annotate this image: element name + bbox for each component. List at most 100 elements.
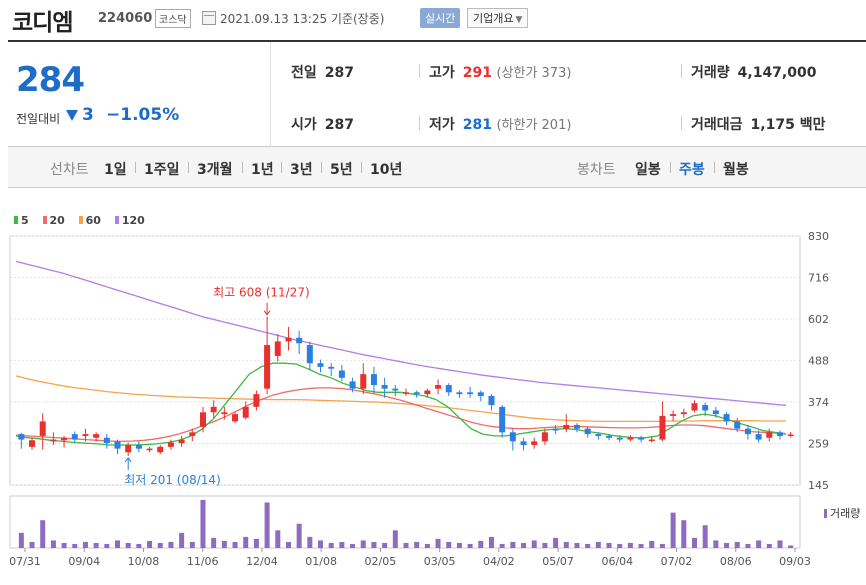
divider <box>8 40 866 42</box>
ma-line-ma120 <box>15 260 787 407</box>
stat-prev-close: 전일 287 <box>291 62 354 82</box>
volume-label: 거래량 <box>691 65 730 81</box>
tab-3year[interactable]: 3년 <box>290 162 313 178</box>
candle-body <box>606 435 613 438</box>
tab-weekly[interactable]: 주봉 <box>679 162 705 178</box>
candle-body <box>456 392 463 395</box>
candle-body <box>338 370 345 378</box>
tab-3month[interactable]: 3개월 <box>197 162 233 178</box>
volume-bar <box>72 543 78 548</box>
stat-volume: 거래량 4,147,000 <box>691 62 816 82</box>
divider <box>419 64 420 78</box>
legend-ma120: 120 <box>114 214 145 227</box>
candle-body <box>253 394 260 407</box>
min-annotation: 최저 201 (08/14) <box>124 473 221 487</box>
volume-bar <box>414 541 420 548</box>
candle-body <box>520 441 527 446</box>
ma-line-ma20 <box>15 387 787 443</box>
volume-bar <box>82 541 88 548</box>
legend-swatch <box>114 216 119 224</box>
ma-line-ma60 <box>15 375 786 423</box>
volume-bar <box>627 542 633 548</box>
stats-panel: 전일 287 고가 291 (상한가 373) 거래량 4,147,000 시가 287… <box>271 42 866 146</box>
candle-body <box>189 432 196 436</box>
tab-daily[interactable]: 일봉 <box>635 162 661 178</box>
x-tick-label: 09/03 <box>779 555 811 568</box>
candle-body <box>178 439 185 444</box>
candle-body <box>125 445 132 453</box>
candle-body <box>509 432 516 442</box>
candle-body <box>157 446 164 453</box>
stat-open: 시가 287 <box>291 114 354 134</box>
candle-body <box>766 432 773 438</box>
candle-chart-label: 봉차트 <box>577 162 616 178</box>
candle-body <box>477 392 484 396</box>
volume-bar <box>488 536 494 548</box>
candle-body <box>552 428 559 431</box>
candle-body <box>29 440 36 447</box>
candle-body <box>584 428 591 435</box>
header: 코디엠 224060 코스닥 2021.09.13 13:25 기준(장중) 실… <box>0 0 866 38</box>
tab-1day[interactable]: 1일 <box>104 162 127 178</box>
volume-bar <box>403 542 409 548</box>
volume-bar <box>670 512 676 548</box>
tab-monthly[interactable]: 월봉 <box>723 162 749 178</box>
stock-code: 224060 <box>98 11 153 26</box>
candle-body <box>103 437 110 444</box>
tab-10year[interactable]: 10년 <box>370 162 403 178</box>
divider <box>281 162 282 173</box>
candle-body <box>306 345 313 364</box>
volume-bar <box>157 542 163 548</box>
volume-bar <box>777 540 783 548</box>
candle-body <box>680 412 687 415</box>
candle-body <box>435 385 442 389</box>
volume-bar <box>168 541 174 548</box>
volume-bar <box>659 543 665 548</box>
volume-swatch <box>824 509 827 518</box>
candle-body <box>659 415 666 440</box>
tab-1week[interactable]: 1주일 <box>144 162 180 178</box>
diff-percent: −1.05% <box>106 105 180 125</box>
volume-value: 4,147,000 <box>737 65 817 81</box>
candle-body <box>71 434 78 440</box>
volume-bar <box>435 538 441 548</box>
candle-body <box>114 441 121 449</box>
market-badge: 코스닥 <box>155 9 191 28</box>
candle-body <box>274 341 281 356</box>
volume-bar <box>553 537 559 548</box>
tab-1year[interactable]: 1년 <box>251 162 274 178</box>
realtime-button[interactable]: 실시간 <box>420 8 461 28</box>
tab-5year[interactable]: 5년 <box>330 162 353 178</box>
volume-bar <box>424 543 430 548</box>
prev-close-value: 287 <box>324 65 354 81</box>
y-tick-label: 145 <box>808 479 829 492</box>
volume-bar <box>745 543 751 548</box>
volume-bar <box>756 540 762 548</box>
volume-bar <box>18 532 24 548</box>
candle-body <box>317 363 324 367</box>
volume-bar <box>211 537 217 548</box>
candle-body <box>702 405 709 411</box>
volume-bar <box>724 542 730 548</box>
candle-body <box>328 366 335 369</box>
x-tick-label: 01/08 <box>305 555 337 568</box>
diff-value: 3 <box>82 105 94 125</box>
y-tick-label: 716 <box>808 271 829 284</box>
open-value: 287 <box>324 117 354 133</box>
volume-bar <box>285 541 291 548</box>
volume-bar <box>147 540 153 548</box>
x-tick-label: 07/02 <box>661 555 693 568</box>
volume-bar <box>713 540 719 548</box>
amount-value: 1,175 백만 <box>750 117 826 133</box>
company-overview-button[interactable]: 기업개요 ▼ <box>467 8 529 28</box>
candle-body <box>573 425 580 429</box>
high-label: 고가 <box>429 65 455 81</box>
candle-body <box>167 442 174 447</box>
volume-bar <box>382 542 388 548</box>
volume-bar <box>371 541 377 548</box>
volume-bar <box>734 541 740 548</box>
candle-body <box>221 412 228 415</box>
candle-body <box>146 448 153 451</box>
volume-bar <box>232 541 238 548</box>
candle-body <box>381 385 388 389</box>
